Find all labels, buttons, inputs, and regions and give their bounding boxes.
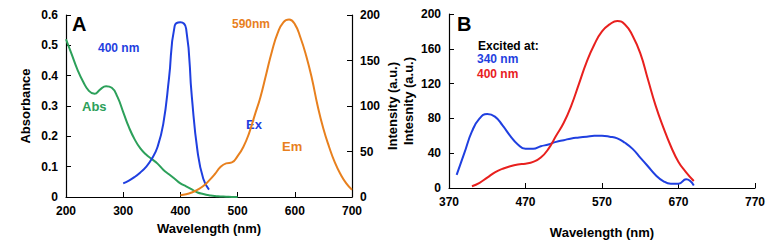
- svg-text:Wavelength (nm): Wavelength (nm): [550, 225, 654, 240]
- svg-text:600: 600: [285, 204, 305, 218]
- svg-text:Em: Em: [282, 139, 302, 154]
- svg-text:200: 200: [360, 8, 380, 22]
- svg-text:200: 200: [56, 204, 76, 218]
- svg-text:370: 370: [439, 195, 459, 209]
- svg-text:80: 80: [428, 111, 442, 125]
- svg-text:0.6: 0.6: [41, 8, 58, 22]
- svg-text:770: 770: [745, 195, 765, 209]
- svg-text:0: 0: [51, 190, 58, 204]
- svg-text:160: 160: [421, 42, 441, 56]
- svg-text:400 nm: 400 nm: [477, 67, 518, 81]
- svg-text:500: 500: [228, 204, 248, 218]
- svg-text:150: 150: [360, 54, 380, 68]
- svg-text:Abs: Abs: [82, 99, 107, 114]
- svg-text:400: 400: [170, 204, 190, 218]
- svg-text:0.4: 0.4: [41, 69, 58, 83]
- svg-text:Absorbance: Absorbance: [18, 68, 33, 143]
- svg-text:0.1: 0.1: [41, 160, 58, 174]
- svg-text:300: 300: [113, 204, 133, 218]
- svg-text:670: 670: [668, 195, 688, 209]
- svg-text:Intesnity (a.u.): Intesnity (a.u.): [401, 57, 416, 145]
- svg-text:50: 50: [360, 145, 374, 159]
- svg-text:470: 470: [515, 195, 535, 209]
- svg-text:B: B: [457, 13, 471, 35]
- svg-text:Ex: Ex: [246, 117, 262, 132]
- svg-text:A: A: [72, 13, 86, 35]
- svg-text:0.2: 0.2: [41, 129, 58, 143]
- svg-text:Intensity (a.u.): Intensity (a.u.): [385, 62, 400, 150]
- svg-text:200: 200: [421, 7, 441, 21]
- svg-text:Excited at:: Excited at:: [478, 39, 539, 53]
- svg-text:40: 40: [428, 146, 442, 160]
- svg-text:Wavelength (nm): Wavelength (nm): [157, 221, 261, 236]
- svg-text:570: 570: [592, 195, 612, 209]
- svg-text:0: 0: [360, 190, 367, 204]
- svg-text:0.5: 0.5: [41, 38, 58, 52]
- svg-text:0.3: 0.3: [41, 99, 58, 113]
- svg-text:590nm: 590nm: [232, 17, 270, 31]
- svg-text:340 nm: 340 nm: [477, 52, 518, 66]
- svg-text:0: 0: [434, 181, 441, 195]
- svg-text:700: 700: [342, 204, 362, 218]
- svg-text:120: 120: [421, 77, 441, 91]
- svg-text:400 nm: 400 nm: [98, 41, 139, 55]
- svg-text:100: 100: [360, 99, 380, 113]
